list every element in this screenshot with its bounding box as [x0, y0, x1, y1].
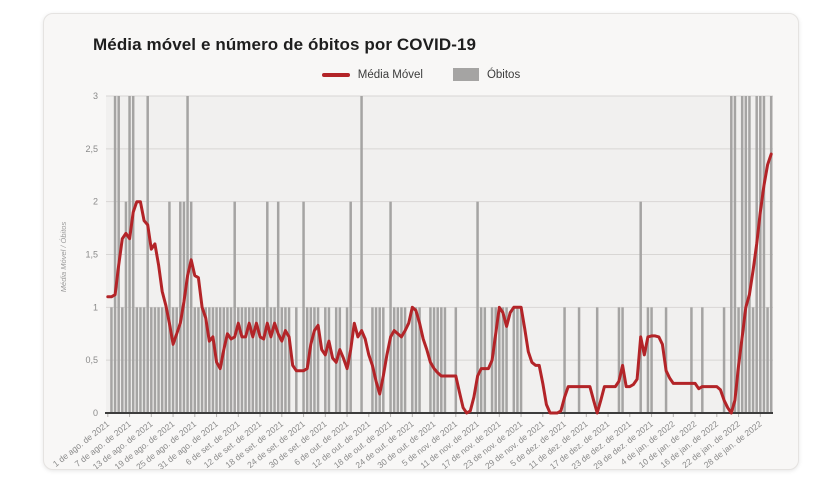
chart-canvas: Média Móvel / Óbitos 0 0,5 1 1,5 2 2,5 3 1 de a… [51, 91, 773, 469]
legend-label-obitos: Óbitos [486, 68, 521, 81]
bar-swatch-icon [452, 68, 479, 81]
media-movel-line [106, 152, 773, 415]
legend-item-obitos: Óbitos [452, 68, 521, 81]
svg-text:0,5: 0,5 [85, 355, 98, 365]
legend: Média Móvel Óbitos [44, 68, 798, 81]
svg-text:0: 0 [93, 408, 98, 418]
obitos-bars [110, 96, 773, 413]
y-axis-title: Média Móvel / Óbitos [59, 222, 68, 293]
svg-text:1,5: 1,5 [85, 250, 98, 260]
legend-label-media-movel: Média Móvel [357, 68, 423, 81]
chart-card: Média móvel e número de óbitos por COVID… [43, 13, 799, 470]
line-swatch-icon [321, 72, 350, 77]
svg-text:2: 2 [93, 197, 98, 207]
y-axis-labels: 0 0,5 1 1,5 2 2,5 3 [85, 91, 98, 418]
svg-text:2,5: 2,5 [85, 144, 98, 154]
chart-title: Média móvel e número de óbitos por COVID… [93, 35, 477, 54]
svg-text:1: 1 [93, 302, 98, 312]
legend-item-media-movel: Média Móvel [321, 68, 423, 81]
svg-text:3: 3 [93, 91, 98, 101]
